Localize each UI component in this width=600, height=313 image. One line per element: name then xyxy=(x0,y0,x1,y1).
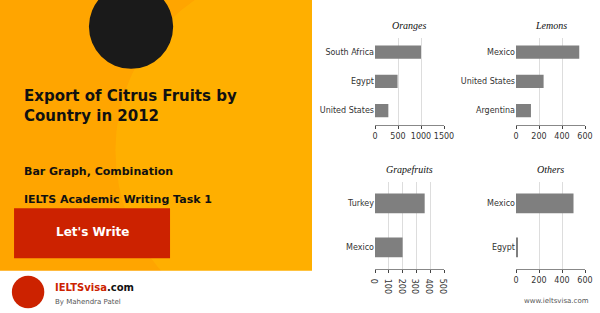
svg-text:IELTS Academic Writing Task 1: IELTS Academic Writing Task 1 xyxy=(24,193,212,206)
svg-text:600: 600 xyxy=(577,276,592,285)
svg-text:www.ieltsvisa.com: www.ieltsvisa.com xyxy=(524,297,589,305)
svg-text:200: 200 xyxy=(531,132,546,141)
svg-text:Egypt: Egypt xyxy=(351,77,374,86)
svg-text:0: 0 xyxy=(513,132,518,141)
svg-text:0: 0 xyxy=(372,132,377,141)
svg-text:Mexico: Mexico xyxy=(487,199,515,208)
svg-text:United States: United States xyxy=(461,77,515,86)
svg-text:Let's Write: Let's Write xyxy=(56,225,129,239)
svg-text:Export of Citrus Fruits byCoun: Export of Citrus Fruits byCountry in 201… xyxy=(24,87,237,125)
svg-text:400: 400 xyxy=(424,279,433,294)
svg-text:Oranges: Oranges xyxy=(392,20,427,31)
svg-text:500: 500 xyxy=(390,132,405,141)
svg-text:Turkey: Turkey xyxy=(347,199,374,208)
svg-text:1000: 1000 xyxy=(411,132,431,141)
svg-text:1500: 1500 xyxy=(434,132,454,141)
svg-text:500: 500 xyxy=(438,279,447,294)
svg-text:600: 600 xyxy=(577,132,592,141)
svg-text:100: 100 xyxy=(383,279,392,294)
svg-text:400: 400 xyxy=(554,132,569,141)
svg-text:Argentina: Argentina xyxy=(476,106,515,115)
svg-text:Others: Others xyxy=(537,164,564,175)
svg-text:400: 400 xyxy=(554,276,569,285)
svg-text:Mexico: Mexico xyxy=(346,243,374,252)
svg-text:0: 0 xyxy=(369,279,378,284)
svg-text:Mexico: Mexico xyxy=(487,48,515,57)
svg-text:Grapefruits: Grapefruits xyxy=(386,164,433,175)
svg-text:IELTSvisa.com: IELTSvisa.com xyxy=(55,282,134,293)
svg-text:0: 0 xyxy=(513,276,518,285)
svg-text:By Mahendra Patel: By Mahendra Patel xyxy=(55,298,121,306)
svg-text:Bar Graph, Combination: Bar Graph, Combination xyxy=(24,165,173,178)
svg-text:Egypt: Egypt xyxy=(492,243,515,252)
svg-text:United States: United States xyxy=(320,106,374,115)
svg-text:South Africa: South Africa xyxy=(325,48,374,57)
svg-text:200: 200 xyxy=(531,276,546,285)
svg-text:300: 300 xyxy=(410,279,419,294)
svg-text:Lemons: Lemons xyxy=(535,20,567,31)
svg-text:200: 200 xyxy=(397,279,406,294)
